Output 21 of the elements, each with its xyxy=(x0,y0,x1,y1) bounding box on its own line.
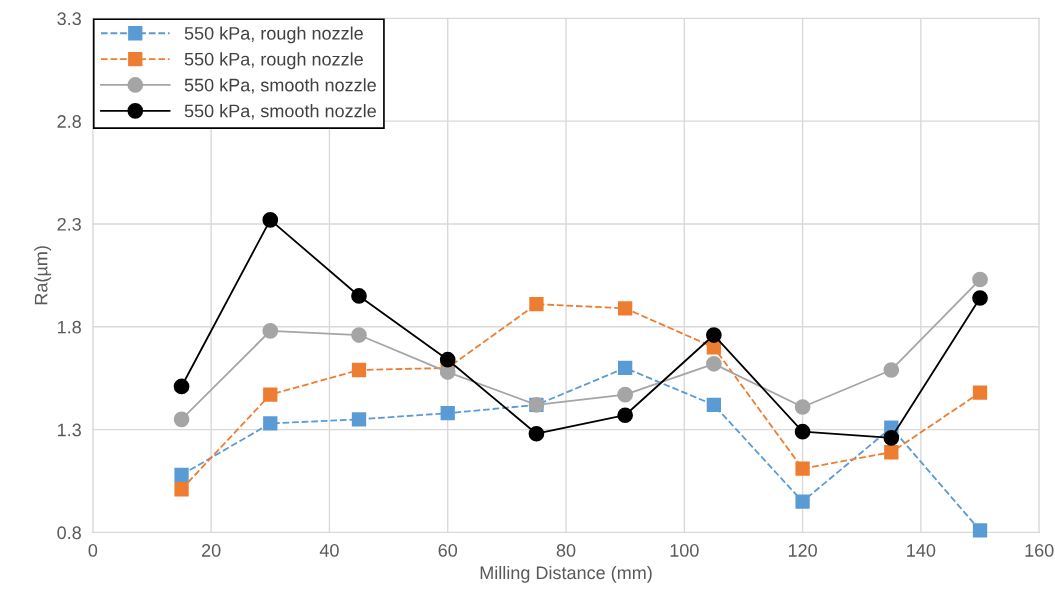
x-tick-label: 160 xyxy=(1025,544,1054,557)
legend-label: 550 kPa, rough nozzle xyxy=(184,52,363,70)
y-tick-label: 1.3 xyxy=(58,423,81,437)
x-tick-label: 140 xyxy=(907,544,936,557)
legend-label: 550 kPa, rough nozzle xyxy=(184,26,363,44)
y-tick-label: 1.8 xyxy=(58,320,81,334)
y-tick-label: 2.8 xyxy=(57,115,81,128)
x-tick-label: 0 xyxy=(88,544,98,557)
legend-label: 550 kPa, smooth nozzle xyxy=(184,78,376,94)
y-tick-label: 3.3 xyxy=(57,12,81,26)
y-axis-title: Ra(µm) xyxy=(34,246,52,305)
legend-label: 550 kPa, smooth nozzle xyxy=(184,104,376,120)
x-tick-label: 100 xyxy=(670,544,699,557)
x-tick-label: 120 xyxy=(788,544,817,557)
y-tick-label: 2.3 xyxy=(57,217,81,231)
x-tick-label: 40 xyxy=(319,544,339,557)
x-axis-title: Milling Distance (mm) xyxy=(480,565,652,583)
x-tick-label: 20 xyxy=(202,544,221,557)
x-tick-label: 60 xyxy=(438,544,458,557)
y-tick-label: 0.8 xyxy=(57,526,81,540)
x-tick-label: 80 xyxy=(556,544,576,557)
